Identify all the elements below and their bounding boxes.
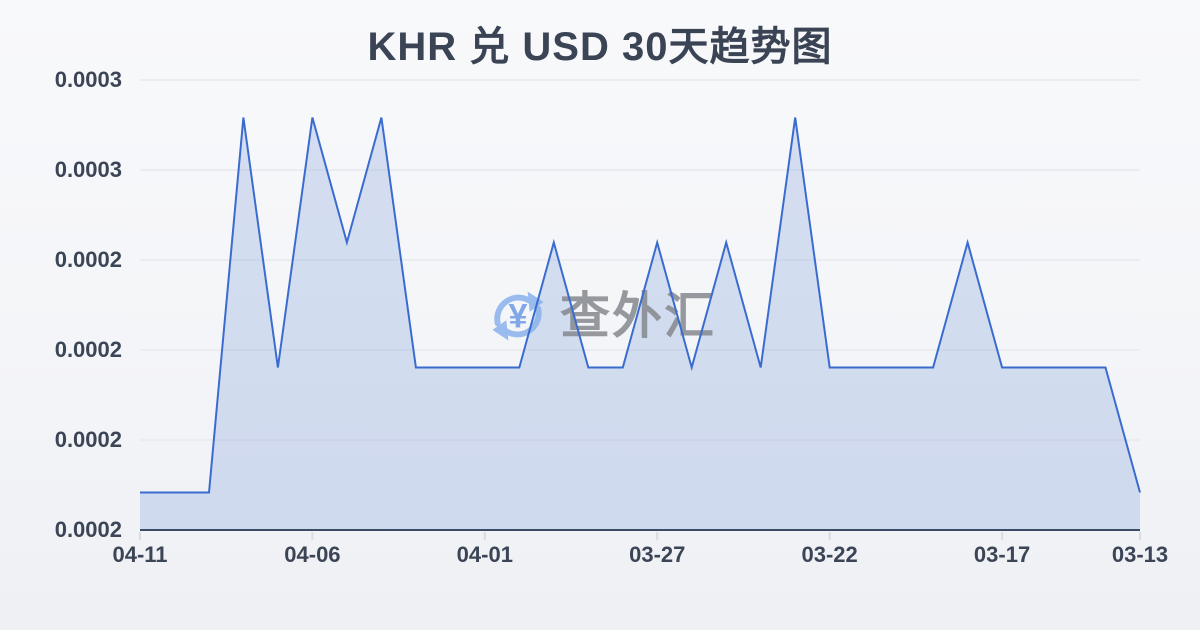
line-series (140, 117, 1141, 494)
exchange-arrowhead-top (527, 291, 544, 312)
yen-symbol: ¥ (509, 298, 528, 336)
exchange-arrow-top (494, 294, 536, 327)
y-axis-label: 0.0003 (54, 67, 122, 92)
x-axis-label: 04-06 (284, 542, 341, 567)
y-axis-label: 0.0002 (54, 337, 122, 362)
x-axis-label: 03-17 (973, 542, 1031, 567)
exchange-arrowhead-bottom (492, 320, 509, 341)
y-axis-label: 0.0002 (54, 427, 122, 452)
x-axis-label: 03-13 (1111, 542, 1169, 567)
y-axis-label: 0.0003 (54, 157, 122, 182)
x-axis-label: 03-22 (801, 542, 858, 567)
y-axis-label: 0.0002 (54, 517, 122, 542)
chart-title: KHR 兑 USD 30天趋势图 (367, 25, 833, 69)
area-series (140, 117, 1140, 530)
x-axis-label: 03-27 (629, 542, 686, 567)
x-axis-label: 04-01 (456, 542, 513, 567)
x-axis-label: 04-11 (112, 542, 168, 567)
y-axis-label: 0.0002 (54, 247, 122, 272)
